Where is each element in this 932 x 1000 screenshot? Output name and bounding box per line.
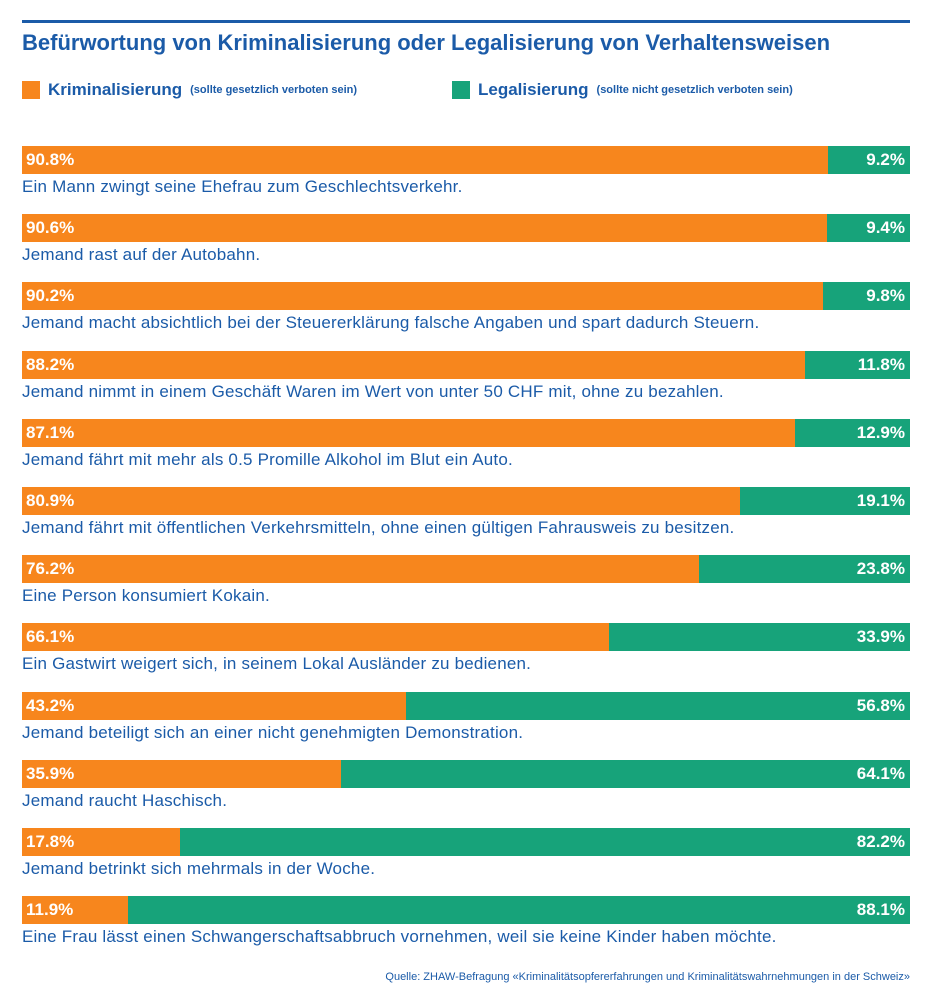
legend-note-legalisierung: (sollte nicht gesetzlich verboten sein) — [596, 84, 793, 96]
bar-segment-legalisierung: 9.2% — [828, 146, 910, 174]
stacked-bar: 35.9% 64.1% — [22, 760, 910, 788]
bar-segment-legalisierung: 88.1% — [127, 896, 910, 924]
bar-segment-legalisierung: 11.8% — [805, 351, 910, 379]
category-label: Jemand nimmt in einem Geschäft Waren im … — [22, 382, 724, 401]
bar-row: 90.2% 9.8% Jemand macht absichtlich bei de… — [22, 282, 910, 342]
bar-segment-legalisierung: 33.9% — [608, 623, 910, 651]
value-label-legalisierung: 56.8% — [856, 696, 905, 715]
bar-row: 88.2% 11.8% Jemand nimmt in einem Geschäft… — [22, 351, 910, 411]
category-label: Ein Mann zwingt seine Ehefrau zum Geschl… — [22, 177, 463, 196]
category-label: Jemand raucht Haschisch. — [22, 791, 228, 810]
bar-segment-kriminalisierung: 90.8% — [22, 146, 829, 174]
stacked-bar: 90.6% 9.4% — [22, 214, 910, 242]
bar-segment-legalisierung: 64.1% — [340, 760, 910, 788]
stacked-bar: 43.2% 56.8% — [22, 692, 910, 720]
bar-row: 17.8% 82.2% Jemand betrinkt sich mehrmals … — [22, 828, 910, 888]
value-label-kriminalisierung: 80.9% — [26, 491, 75, 510]
category-label: Jemand beteiligt sich an einer nicht gen… — [22, 723, 524, 742]
value-label-kriminalisierung: 88.2% — [26, 355, 75, 374]
legend-label-kriminalisierung: Kriminalisierung — [48, 80, 183, 99]
bar-segment-kriminalisierung: 35.9% — [22, 760, 341, 788]
bar-segment-legalisierung: 56.8% — [405, 692, 910, 720]
bar-row: 80.9% 19.1% Jemand fährt mit öffentlichen … — [22, 487, 910, 547]
stacked-bar: 17.8% 82.2% — [22, 828, 910, 856]
value-label-kriminalisierung: 90.2% — [26, 286, 75, 305]
bar-row: 90.6% 9.4% Jemand rast auf der Autobahn. — [22, 214, 910, 274]
bar-segment-legalisierung: 12.9% — [795, 419, 910, 447]
bar-row: 90.8% 9.2% Ein Mann zwingt seine Ehefrau z… — [22, 146, 910, 206]
category-label: Ein Gastwirt weigert sich, in seinem Lok… — [22, 654, 532, 673]
bar-segment-legalisierung: 9.4% — [826, 214, 910, 242]
bar-segment-kriminalisierung: 17.8% — [22, 828, 181, 856]
value-label-kriminalisierung: 43.2% — [26, 696, 75, 715]
category-label: Jemand betrinkt sich mehrmals in der Woc… — [22, 859, 376, 878]
bar-segment-legalisierung: 19.1% — [740, 487, 910, 515]
stacked-bar: 87.1% 12.9% — [22, 419, 910, 447]
value-label-kriminalisierung: 66.1% — [26, 627, 75, 646]
category-label: Eine Frau lässt einen Schwangerschaftsab… — [22, 927, 777, 946]
value-label-legalisierung: 12.9% — [856, 423, 905, 442]
stacked-bar: 80.9% 19.1% — [22, 487, 910, 515]
bar-segment-kriminalisierung: 88.2% — [22, 351, 806, 379]
legend-item-legalisierung: Legalisierung (sollte nicht gesetzlich v… — [452, 80, 793, 100]
legend-swatch-kriminalisierung — [22, 81, 40, 99]
stacked-bar: 88.2% 11.8% — [22, 351, 910, 379]
bar-segment-kriminalisierung: 90.2% — [22, 282, 823, 310]
bar-segment-kriminalisierung: 76.2% — [22, 555, 699, 583]
value-label-legalisierung: 9.2% — [866, 150, 905, 169]
value-label-legalisierung: 9.8% — [866, 286, 905, 305]
value-label-kriminalisierung: 17.8% — [26, 832, 75, 851]
title-rule — [22, 20, 910, 23]
bar-segment-legalisierung: 9.8% — [822, 282, 910, 310]
stacked-bar: 76.2% 23.8% — [22, 555, 910, 583]
bar-segment-kriminalisierung: 43.2% — [22, 692, 406, 720]
category-label: Jemand macht absichtlich bei der Steuere… — [22, 313, 760, 332]
bar-row: 43.2% 56.8% Jemand beteiligt sich an einer… — [22, 692, 910, 752]
bar-segment-kriminalisierung: 90.6% — [22, 214, 827, 242]
value-label-legalisierung: 23.8% — [856, 559, 905, 578]
value-label-kriminalisierung: 11.9% — [26, 900, 74, 919]
bar-row: 11.9% 88.1% Eine Frau lässt einen Schwange… — [22, 896, 910, 956]
legend-label-legalisierung: Legalisierung — [478, 80, 589, 99]
value-label-legalisierung: 64.1% — [856, 764, 905, 783]
legend-note-kriminalisierung: (sollte gesetzlich verboten sein) — [190, 84, 358, 96]
category-label: Jemand fährt mit mehr als 0.5 Promille A… — [22, 450, 513, 469]
bar-segment-kriminalisierung: 87.1% — [22, 419, 796, 447]
bar-row: 76.2% 23.8% Eine Person konsumiert Kokain. — [22, 555, 910, 615]
bar-row: 66.1% 33.9% Ein Gastwirt weigert sich, in … — [22, 623, 910, 683]
legend-item-kriminalisierung: Kriminalisierung (sollte gesetzlich verb… — [22, 80, 357, 100]
value-label-legalisierung: 11.8% — [857, 355, 905, 374]
bar-segment-kriminalisierung: 11.9% — [22, 896, 128, 924]
value-label-legalisierung: 19.1% — [856, 491, 905, 510]
stacked-bar: 90.8% 9.2% — [22, 146, 910, 174]
value-label-legalisierung: 33.9% — [856, 627, 905, 646]
source-note: Quelle: ZHAW-Befragung «Kriminalitätsopf… — [385, 971, 910, 983]
category-label: Eine Person konsumiert Kokain. — [22, 586, 270, 605]
bar-segment-kriminalisierung: 66.1% — [22, 623, 609, 651]
chart-title: Befürwortung von Kriminalisierung oder L… — [22, 30, 831, 55]
bar-segment-legalisierung: 23.8% — [698, 555, 910, 583]
bar-segment-legalisierung: 82.2% — [180, 828, 910, 856]
value-label-legalisierung: 9.4% — [866, 218, 905, 237]
value-label-legalisierung: 82.2% — [856, 832, 905, 851]
bar-row: 35.9% 64.1% Jemand raucht Haschisch. — [22, 760, 910, 820]
value-label-kriminalisierung: 90.8% — [26, 150, 75, 169]
value-label-kriminalisierung: 87.1% — [26, 423, 75, 442]
value-label-kriminalisierung: 76.2% — [26, 559, 75, 578]
stacked-bar: 11.9% 88.1% — [22, 896, 910, 924]
value-label-kriminalisierung: 35.9% — [26, 764, 75, 783]
category-label: Jemand rast auf der Autobahn. — [22, 245, 261, 264]
value-label-legalisierung: 88.1% — [856, 900, 905, 919]
stacked-bar: 90.2% 9.8% — [22, 282, 910, 310]
value-label-kriminalisierung: 90.6% — [26, 218, 75, 237]
stacked-bar: 66.1% 33.9% — [22, 623, 910, 651]
bar-row: 87.1% 12.9% Jemand fährt mit mehr als 0.5 … — [22, 419, 910, 479]
bar-segment-kriminalisierung: 80.9% — [22, 487, 741, 515]
category-label: Jemand fährt mit öffentlichen Verkehrsmi… — [22, 518, 735, 537]
legend: Kriminalisierung (sollte gesetzlich verb… — [22, 80, 922, 102]
legend-swatch-legalisierung — [452, 81, 470, 99]
